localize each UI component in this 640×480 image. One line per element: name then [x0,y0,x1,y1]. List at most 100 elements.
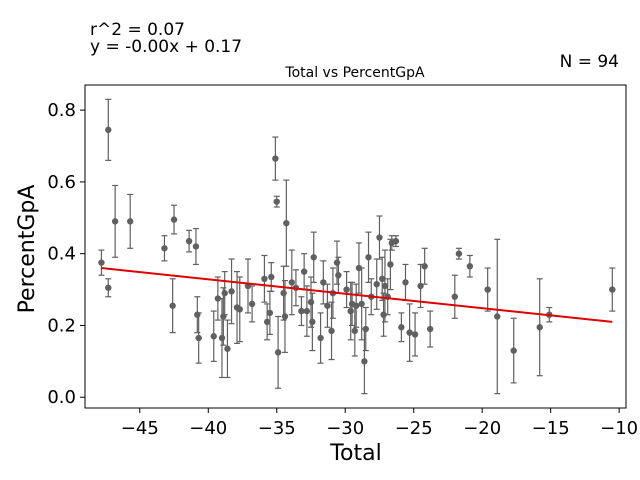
point-marker [510,347,517,354]
point-marker [381,282,389,290]
point-marker [221,289,228,297]
point-marker [310,254,317,261]
point-marker [266,309,274,317]
data-point [352,283,360,328]
y-tick-label: 0.4 [47,244,76,265]
y-axis: 0.0 0.2 0.4 0.6 0.8 [47,100,85,408]
point-marker [421,263,428,270]
data-point [320,260,327,305]
point-marker [536,324,543,331]
data-point [126,193,134,249]
point-marker [105,284,112,291]
point-marker [494,313,501,320]
point-marker [192,243,200,250]
r-squared-text: r^2 = 0.07 [90,20,185,40]
point-marker [300,268,308,275]
point-marker [426,325,434,333]
point-marker [411,331,419,338]
data-point [536,278,543,377]
point-marker [303,307,311,315]
data-point [365,231,372,283]
data-point [248,285,256,323]
data-point [455,247,463,260]
point-marker [126,218,134,225]
point-marker [98,259,105,266]
x-tick-label: −20 [463,418,501,439]
data-point [343,271,350,309]
data-point [426,310,434,348]
data-point [494,238,501,395]
data-point [281,279,289,353]
point-marker [347,307,354,315]
point-marker [451,293,458,300]
point-marker [261,275,268,282]
point-marker [273,198,280,205]
point-marker [373,280,380,288]
chart-title: Total vs PercentGpA [285,65,425,81]
point-marker [455,250,463,257]
x-tick-label: −35 [258,418,296,439]
point-marker [281,313,289,320]
data-point [194,296,201,334]
data-point [402,263,409,301]
point-marker [111,218,119,225]
point-marker [398,324,405,331]
point-marker [362,325,369,333]
data-point [303,285,311,337]
point-marker [283,219,290,227]
data-point [300,253,308,291]
point-marker [351,327,359,335]
data-point [195,312,202,364]
point-marker [387,261,394,268]
x-tick-label: −25 [395,418,433,439]
point-marker [185,237,193,245]
data-point [298,296,305,327]
data-point [411,312,419,357]
data-point [484,267,491,312]
data-point [280,265,287,321]
data-point [170,204,178,235]
data-point [510,317,517,384]
data-point [398,312,405,343]
point-marker [218,334,226,342]
data-point [451,274,458,319]
point-marker [484,286,491,293]
point-marker [335,272,342,279]
y-tick-label: 0.8 [47,100,76,121]
point-marker [280,289,287,297]
data-point [236,276,243,343]
data-point [283,179,290,267]
y-axis-label: PercentGpA [15,185,40,314]
data-point [406,303,413,362]
fit-line [101,267,613,323]
data-point [373,258,380,310]
data-point [273,195,280,208]
sample-size-text: N = 94 [559,52,619,72]
point-marker [161,245,168,252]
point-marker [317,334,324,342]
regression-equation-text: y = -0.00x + 0.17 [90,37,243,57]
data-point [98,249,105,276]
data-point [466,254,474,278]
x-tick-label: −30 [326,418,364,439]
data-point [105,278,112,298]
data-point [421,247,428,285]
point-marker [392,237,400,245]
point-marker [352,302,360,309]
point-marker [307,298,315,306]
data-point [161,235,168,262]
point-marker [105,126,112,134]
point-marker [195,334,202,342]
x-tick-label: −10 [600,418,638,439]
point-marker [333,259,341,266]
data-point [214,276,222,321]
x-tick-label: −45 [121,418,159,439]
data-point [244,258,252,314]
point-marker [263,318,271,326]
point-marker [169,302,176,309]
data-point [228,258,235,325]
point-marker [376,234,383,241]
point-marker [361,358,368,365]
point-marker [210,333,217,340]
